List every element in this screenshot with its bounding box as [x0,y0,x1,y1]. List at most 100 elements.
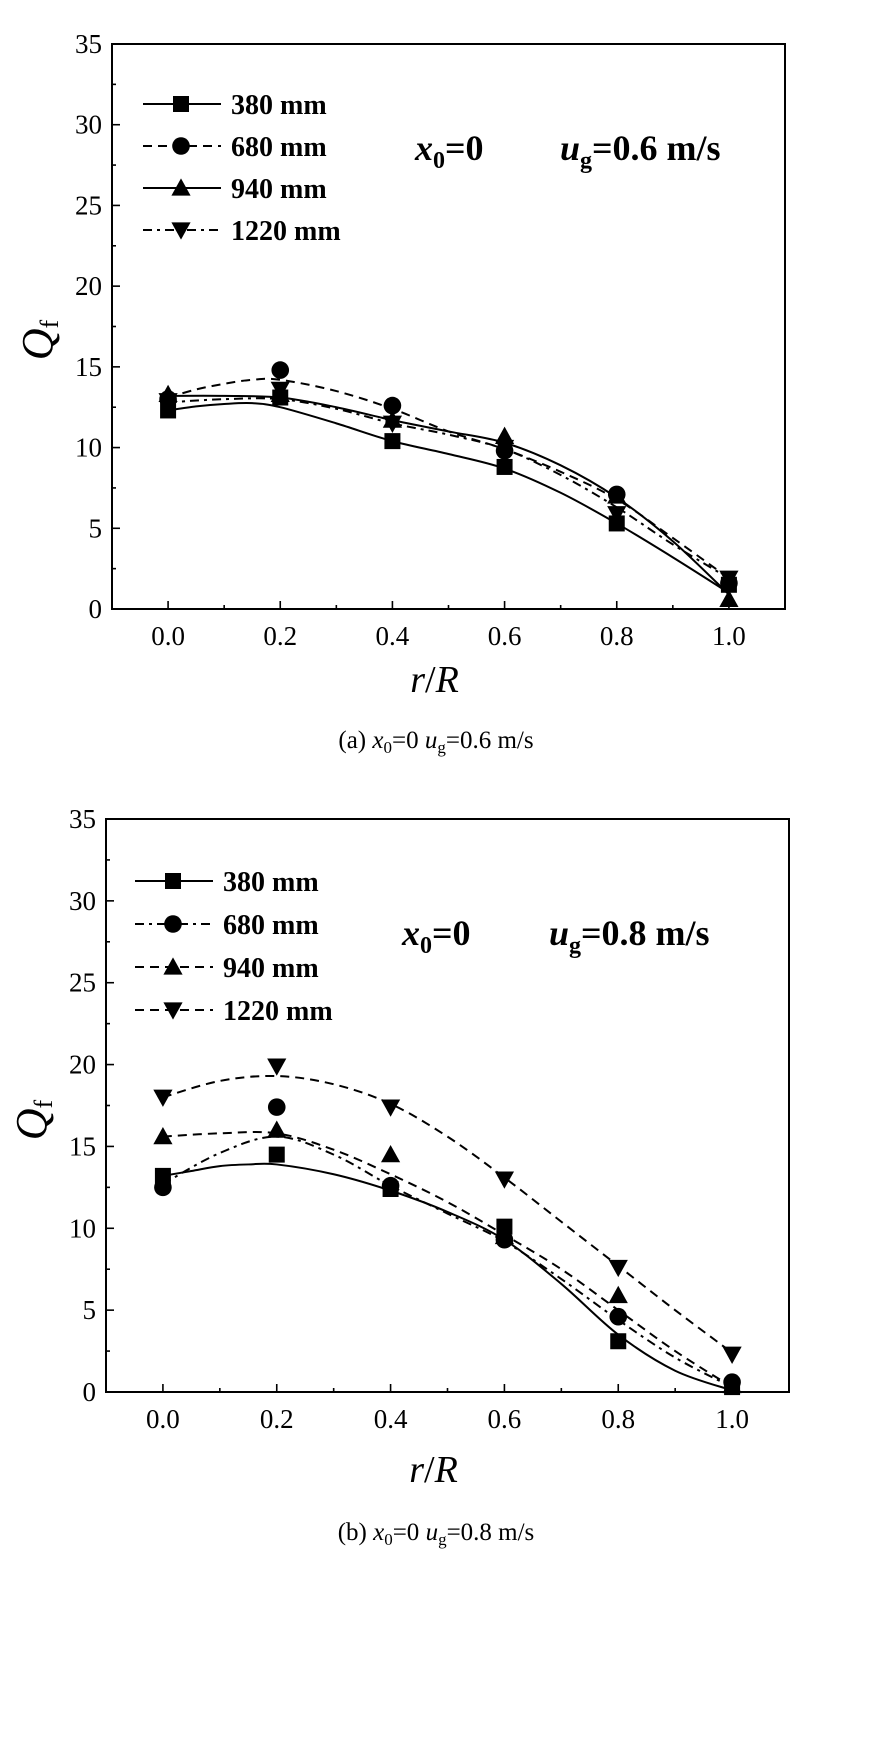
data-point [383,396,402,415]
y-tick-label: 15 [75,352,102,382]
data-point [267,1098,286,1116]
data-point [267,1120,287,1138]
data-point [494,1226,515,1245]
fit-curve [162,1162,733,1392]
data-point [271,361,290,379]
data-point [608,1259,628,1278]
fit-curve [168,397,730,580]
legend-marker [165,873,181,889]
data-point [267,1058,287,1076]
x-tick-label: 0.4 [376,621,410,651]
x-tick-label: 0.4 [374,1404,408,1434]
annotation-x0: x0=0 [414,128,484,174]
annotation-ug: ug=0.6 m/s [560,128,721,174]
series-1220-mm: 1220 mm [143,216,739,588]
data-point [494,426,515,444]
fit-curve [168,394,730,596]
data-point [722,1375,742,1394]
legend-label: 1220 mm [231,216,341,247]
x-tick-label: 0.8 [601,1404,635,1434]
data-point [153,1089,173,1107]
data-point [719,570,739,588]
fit-curve [162,1135,733,1388]
data-point [380,1145,401,1163]
legend-marker [171,222,191,240]
data-point [154,1178,172,1197]
y-tick-label: 10 [69,1213,96,1243]
x-tick-label: 0.0 [151,621,185,651]
y-tick-label: 35 [75,29,102,59]
data-point [380,1099,401,1117]
legend-label: 940 mm [223,953,319,984]
legend-marker [163,1002,183,1020]
y-tick-label: 25 [69,968,96,998]
y-tick-label: 5 [83,1295,97,1325]
x-tick-label: 0.6 [488,1404,522,1434]
chart-panel-a: 0 5 10 15 20 25 30 35 0.0 0.2 0.4 0.6 0.8 1.0 r/R Qf 380… [13,29,786,757]
fit-curve [162,1074,733,1354]
data-point [607,486,627,504]
y-tick-label: 35 [69,804,96,834]
data-point [496,458,513,475]
fit-curve [167,377,730,580]
data-point [609,1307,628,1326]
data-point [719,589,739,607]
data-point [158,393,178,411]
data-point [496,1218,513,1235]
data-point [494,1171,515,1189]
y-tick-label: 20 [69,1050,96,1080]
legend-label: 380 mm [231,90,327,121]
data-point [381,1176,400,1195]
chart-panel-b: 0 5 10 15 20 25 30 35 0.0 0.2 0.4 0.6 0.8 1.0 r/R Qf 380… [7,804,790,1549]
legend-marker [172,137,190,155]
legend-marker [164,915,182,933]
data-point [384,433,401,450]
x-tick-label: 0.8 [600,621,634,651]
plot-frame [105,818,790,1393]
y-tick-label: 0 [83,1377,97,1407]
y-tick-label: 30 [75,110,102,140]
y-tick-label: 15 [69,1131,96,1161]
data-point [382,415,403,433]
x-tick-label: 0.2 [263,621,297,651]
figure-caption: (b) x0=0 ug=0.8 m/s [338,1519,535,1549]
legend-marker [171,178,191,196]
legend-label: 680 mm [231,132,327,163]
data-point [153,1127,173,1145]
series-1220-mm: 1220 mm [135,996,742,1364]
legend-marker [173,96,189,112]
fit-curve [162,1130,733,1388]
legend-label: 680 mm [223,910,319,941]
annotation-x0: x0=0 [401,913,471,959]
x-tick-label: 0.2 [260,1404,294,1434]
y-tick-label: 20 [75,271,102,301]
y-tick-label: 25 [75,190,102,220]
legend-marker [163,957,183,975]
data-point [607,506,627,524]
x-axis-label: r/R [409,1449,458,1491]
data-point [494,439,515,458]
legend-label: 1220 mm [223,996,333,1027]
figure-caption: (a) x0=0 ug=0.6 m/s [338,727,533,757]
series-940-mm: 940 mm [135,953,742,1394]
annotation-ug: ug=0.8 m/s [549,913,710,959]
y-tick-label: 0 [89,594,103,624]
legend-label: 380 mm [223,867,319,898]
data-point [270,381,290,400]
data-point [608,1285,628,1304]
y-tick-label: 5 [89,513,103,543]
x-tick-label: 0.0 [146,1404,180,1434]
y-axis-label: Qf [13,319,64,360]
x-tick-label: 1.0 [715,1404,749,1434]
x-axis-label: r/R [410,659,459,701]
x-tick-label: 0.6 [488,621,522,651]
series-940-mm: 940 mm [143,174,739,607]
y-tick-label: 10 [75,433,102,463]
data-point [722,1346,742,1364]
data-point [610,1333,627,1350]
data-point [268,1146,285,1163]
y-tick-label: 30 [69,886,96,916]
y-axis-label: Qf [7,1099,58,1140]
data-point [608,515,625,532]
